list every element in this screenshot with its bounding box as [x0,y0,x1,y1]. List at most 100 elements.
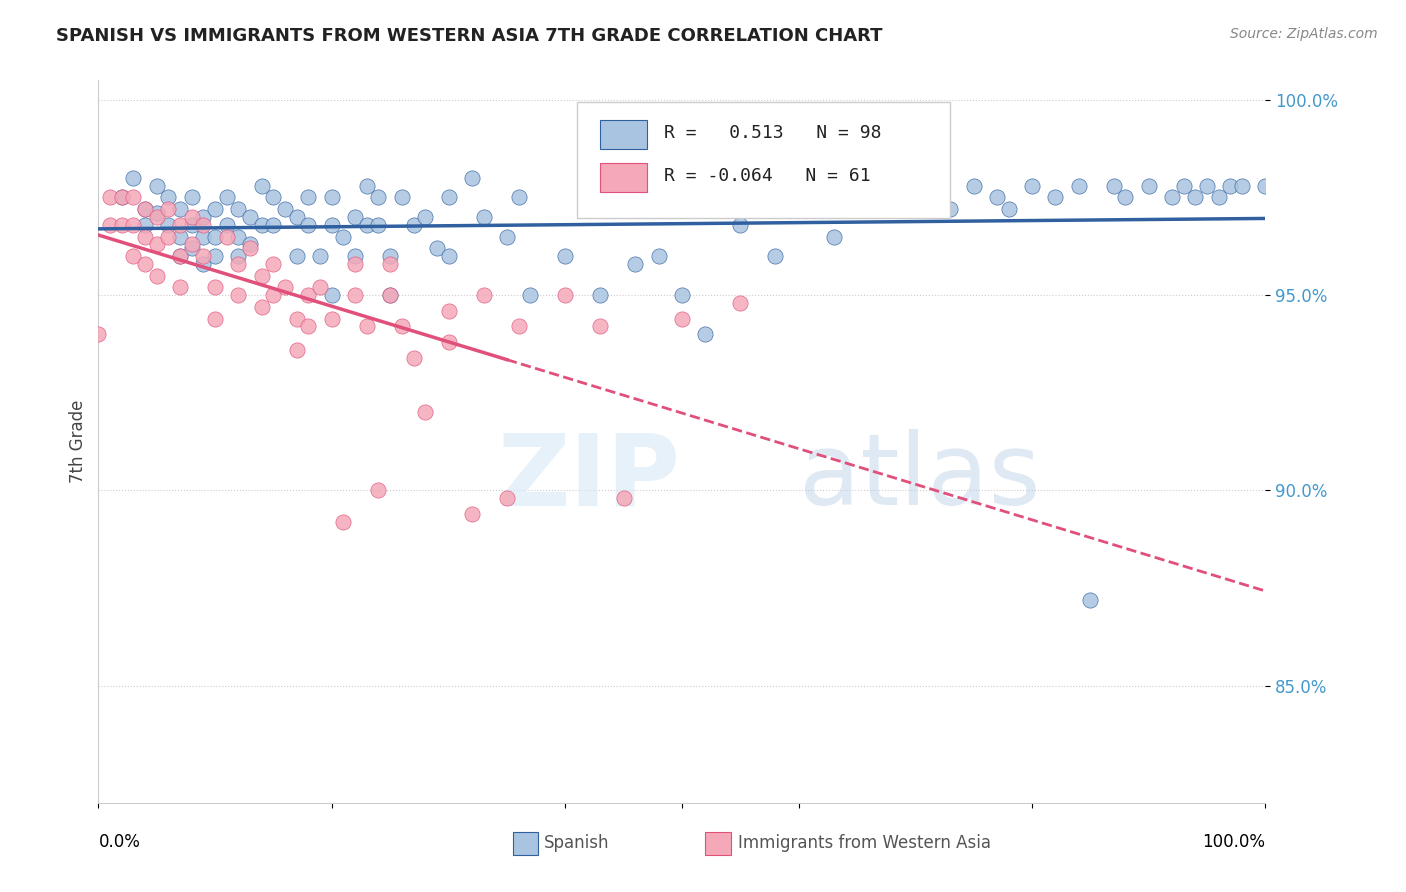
Bar [513,831,538,855]
Point [309,280,332,294]
Point [309,249,332,263]
Point [730,296,752,310]
Point [823,229,845,244]
Point [508,319,530,334]
Point [204,229,226,244]
Point [239,241,262,255]
Point [193,249,215,263]
Point [157,190,180,204]
Point [215,190,238,204]
Point [111,190,134,204]
Point [321,288,343,302]
Point [297,218,319,232]
Point [180,218,202,232]
Text: Immigrants from Western Asia: Immigrants from Western Asia [738,834,991,852]
Point [157,218,180,232]
Point [647,249,669,263]
Point [1080,592,1102,607]
Point [180,190,202,204]
Point [111,190,134,204]
Point [274,202,297,216]
Point [380,249,402,263]
Point [496,491,519,505]
Point [122,190,145,204]
Point [169,249,191,263]
Point [228,288,250,302]
Point [250,178,273,193]
Point [356,319,378,334]
Point [321,218,343,232]
Point [274,280,297,294]
Point [391,319,413,334]
Point [380,288,402,302]
Point [624,257,647,271]
Point [1254,178,1277,193]
FancyBboxPatch shape [576,102,950,218]
Point [461,507,484,521]
Text: Spanish: Spanish [544,834,610,852]
Point [367,483,389,498]
Point [1161,190,1184,204]
Point [228,249,250,263]
Point [193,257,215,271]
Point [157,229,180,244]
Point [134,202,156,216]
Text: atlas: atlas [799,429,1040,526]
Point [508,190,530,204]
Point [613,491,636,505]
Point [437,334,460,349]
Point [321,190,343,204]
Bar [600,163,647,193]
Point [437,190,460,204]
Point [367,190,389,204]
Point [215,229,238,244]
Point [344,288,367,302]
Point [239,210,262,224]
Point [928,178,950,193]
Point [402,351,425,365]
Point [344,257,367,271]
Point [332,229,354,244]
Point [297,319,319,334]
Point [1102,178,1125,193]
Point [250,268,273,283]
Point [1219,178,1241,193]
Point [262,190,284,204]
Point [122,170,145,185]
Point [169,202,191,216]
Point [169,280,191,294]
Point [671,311,693,326]
Point [986,190,1008,204]
Point [146,206,169,220]
Point [437,249,460,263]
Point [519,288,541,302]
Text: SPANISH VS IMMIGRANTS FROM WESTERN ASIA 7TH GRADE CORRELATION CHART: SPANISH VS IMMIGRANTS FROM WESTERN ASIA … [56,27,883,45]
Point [344,249,367,263]
Point [437,303,460,318]
Point [262,257,284,271]
Point [134,257,156,271]
Point [204,311,226,326]
Point [787,190,810,204]
Point [321,311,343,326]
Point [87,327,110,342]
Bar [600,120,647,149]
Point [1114,190,1136,204]
Point [193,229,215,244]
Point [204,202,226,216]
Text: ZIP: ZIP [498,429,681,526]
Point [380,257,402,271]
Point [250,218,273,232]
Point [228,202,250,216]
Point [589,288,612,302]
Point [367,218,389,232]
Point [204,280,226,294]
Point [939,202,962,216]
Point [402,218,425,232]
Point [671,288,693,302]
Point [122,218,145,232]
Point [356,218,378,232]
Point [111,218,134,232]
Point [962,178,984,193]
Point [763,249,786,263]
